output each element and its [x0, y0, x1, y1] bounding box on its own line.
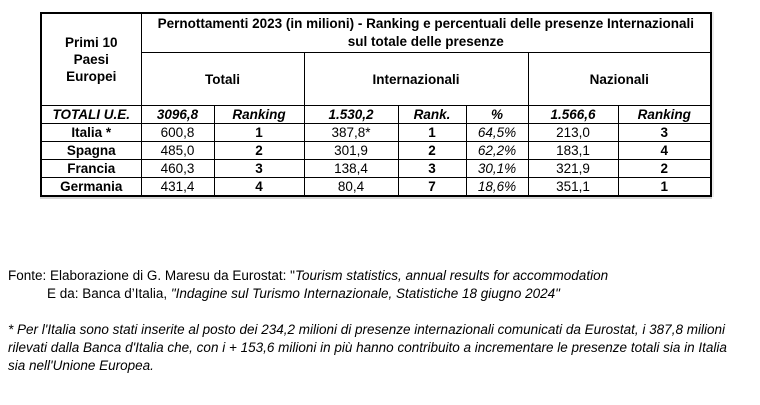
totals-row: TOTALI U.E. 3096,8 Ranking 1.530,2 Rank.… — [40, 105, 712, 124]
corner-header-cell: Primi 10 Paesi Europei — [40, 12, 142, 106]
table-row-italia: Italia * 600,8 1 387,8* 1 64,5% 213,0 3 — [40, 123, 712, 142]
footnote-line-1: * Per l'Italia sono stati inserite al po… — [8, 322, 725, 337]
internazionale-cell: 387,8* — [303, 123, 399, 142]
rank-naz-cell: 2 — [617, 159, 712, 178]
country-cell: Germania — [40, 177, 142, 197]
nazionale-cell: 321,9 — [527, 159, 619, 178]
rank-naz-cell: 1 — [617, 177, 712, 197]
table-title: Pernottamenti 2023 (in milioni) - Rankin… — [140, 12, 712, 53]
group-header-totali: Totali — [140, 52, 305, 106]
footnote-line-2: rilevati dalla Banca d'Italia che, con i… — [8, 340, 727, 355]
source-line-2: E da: Banca d’Italia, "Indagine sul Turi… — [47, 285, 608, 303]
rank-naz-cell: 3 — [617, 123, 712, 142]
rank-totale-cell: 4 — [213, 177, 305, 197]
source-line-1: Fonte: Elaborazione di G. Maresu da Euro… — [8, 267, 608, 285]
rank-int-cell: 2 — [397, 141, 467, 160]
group-header-internazionali: Internazionali — [303, 52, 529, 106]
totale-cell: 485,0 — [140, 141, 215, 160]
totals-rank-header: Rank. — [397, 105, 467, 124]
rank-totale-cell: 2 — [213, 141, 305, 160]
totals-nazionale: 1.566,6 — [527, 105, 619, 124]
source-line-1-title: Tourism statistics, annual results for a… — [294, 268, 609, 283]
country-cell: Spagna — [40, 141, 142, 160]
rank-int-cell: 1 — [397, 123, 467, 142]
totals-pct-header: % — [465, 105, 529, 124]
table-row-spagna: Spagna 485,0 2 301,9 2 62,2% 183,1 4 — [40, 141, 712, 160]
totale-cell: 600,8 — [140, 123, 215, 142]
totale-cell: 460,3 — [140, 159, 215, 178]
rank-totale-cell: 1 — [213, 123, 305, 142]
rank-int-cell: 3 — [397, 159, 467, 178]
totals-totale: 3096,8 — [140, 105, 215, 124]
internazionale-cell: 80,4 — [303, 177, 399, 197]
asterisk-footnote: * Per l'Italia sono stati inserite al po… — [8, 321, 727, 375]
totale-cell: 431,4 — [140, 177, 215, 197]
pct-cell: 62,2% — [465, 141, 529, 160]
corner-line-2: Paesi — [73, 52, 109, 67]
nazionale-cell: 213,0 — [527, 123, 619, 142]
table-header-row-2: Totali Internazionali Nazionali — [41, 52, 712, 106]
source-line-2-title: "Indagine sul Turismo Internazionale, St… — [170, 286, 560, 301]
table-row-germania: Germania 431,4 4 80,4 7 18,6% 351,1 1 — [40, 177, 712, 197]
source-attribution: Fonte: Elaborazione di G. Maresu da Euro… — [8, 267, 608, 303]
country-cell: Francia — [40, 159, 142, 178]
pct-cell: 30,1% — [465, 159, 529, 178]
nazionale-cell: 183,1 — [527, 141, 619, 160]
pct-cell: 64,5% — [465, 123, 529, 142]
country-cell: Italia * — [40, 123, 142, 142]
totals-ranking-header: Ranking — [213, 105, 305, 124]
table-row-francia: Francia 460,3 3 138,4 3 30,1% 321,9 2 — [40, 159, 712, 178]
totals-internazionale: 1.530,2 — [303, 105, 399, 124]
internazionale-cell: 301,9 — [303, 141, 399, 160]
totals-label: TOTALI U.E. — [40, 105, 142, 124]
pernottamenti-2023-table: Primi 10 Paesi Europei Pernottamenti 202… — [40, 12, 713, 197]
corner-line-3: Europei — [66, 69, 117, 84]
nazionale-cell: 351,1 — [527, 177, 619, 197]
group-header-nazionali: Nazionali — [527, 52, 712, 106]
rank-int-cell: 7 — [397, 177, 467, 197]
internazionale-cell: 138,4 — [303, 159, 399, 178]
pct-cell: 18,6% — [465, 177, 529, 197]
table-header-row-1: Primi 10 Paesi Europei Pernottamenti 202… — [40, 12, 712, 106]
rank-totale-cell: 3 — [213, 159, 305, 178]
footnote-line-3: sia nell'Unione Europea. — [8, 358, 154, 373]
source-line-2-prefix: E da: Banca d’Italia, — [47, 286, 171, 301]
totals-ranking-naz-header: Ranking — [617, 105, 712, 124]
source-line-1-prefix: Fonte: Elaborazione di G. Maresu da Euro… — [8, 268, 295, 283]
corner-line-1: Primi 10 — [64, 35, 118, 50]
rank-naz-cell: 4 — [617, 141, 712, 160]
